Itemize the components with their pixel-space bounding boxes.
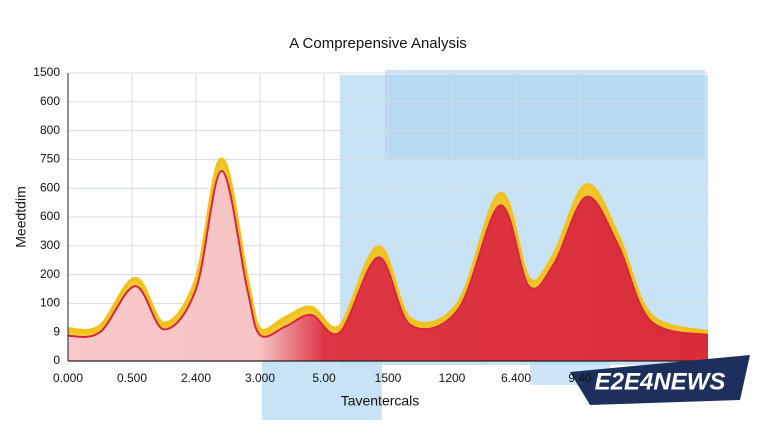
x-tick-label: 1500 — [375, 371, 402, 385]
y-tick-label: 600 — [40, 180, 60, 194]
y-tick-label: 600 — [40, 94, 60, 108]
x-tick-label: 3.000 — [245, 371, 275, 385]
x-tick-label: 1200 — [439, 371, 466, 385]
background-wash — [385, 70, 705, 160]
watermark-backdrop — [570, 355, 750, 405]
series-area — [68, 170, 708, 361]
chart-title: A Comprepensive Analysis — [289, 35, 467, 52]
y-tick-label: 100 — [40, 296, 60, 310]
y-tick-label: 750 — [40, 152, 60, 166]
y-tick-label: 300 — [40, 238, 60, 252]
x-tick-label: 2.400 — [181, 371, 211, 385]
series-line — [67, 157, 709, 335]
watermark: E2E4NEWS — [595, 368, 726, 395]
y-tick-label: 800 — [40, 123, 60, 137]
y-tick-label: 1500 — [33, 65, 60, 79]
x-tick-label: 0.000 — [53, 371, 83, 385]
x-tick-label: 9.40 — [568, 371, 592, 385]
x-tick-label: 0.500 — [117, 371, 147, 385]
x-axis-label: Taventercals — [341, 393, 420, 409]
y-tick-label: 0 — [53, 353, 60, 367]
x-tick-label: 6.400 — [501, 371, 531, 385]
y-axis-label: Meedtdim — [13, 186, 29, 247]
y-tick-label: 200 — [40, 267, 60, 281]
plot — [67, 157, 709, 361]
y-tick-label: 9 — [53, 324, 60, 338]
y-tick-label: 600 — [40, 209, 60, 223]
background-wash — [262, 355, 382, 420]
x-tick-label: 5.00 — [312, 371, 336, 385]
series-line — [67, 169, 709, 338]
